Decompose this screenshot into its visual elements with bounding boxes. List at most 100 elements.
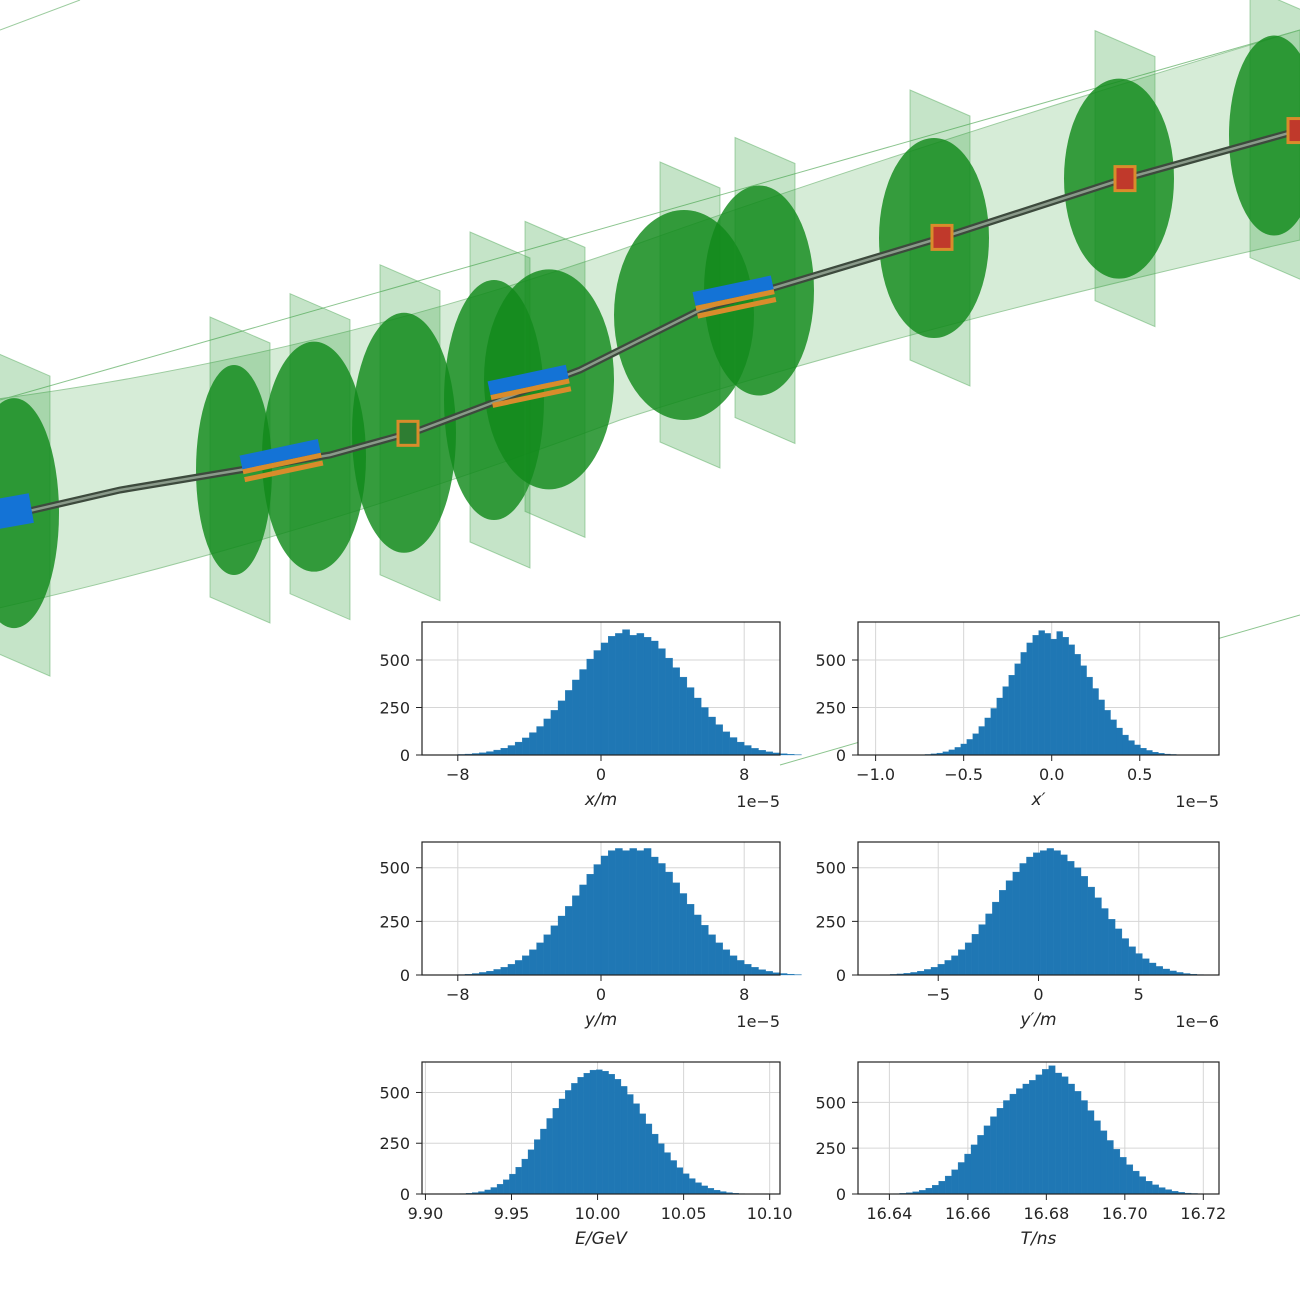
histogram-bar: [686, 904, 695, 976]
histogram-bar: [622, 629, 630, 756]
histogram-bar: [522, 737, 530, 756]
x-tick-label: −1.0: [856, 765, 895, 784]
x-axis-label: T/ns: [1021, 1229, 1057, 1249]
histogram-bar: [593, 864, 602, 976]
histogram-bar: [622, 850, 630, 976]
quadrupole-magnet: [487, 364, 569, 396]
histogram-bar: [1121, 938, 1129, 976]
histogram-bar: [1080, 665, 1087, 756]
histogram-bar: [579, 669, 587, 756]
histogram-bar: [701, 707, 709, 756]
histogram-bar: [536, 726, 544, 756]
histogram-bar: [1074, 1091, 1082, 1195]
histogram-bar: [1092, 688, 1099, 756]
x-axis-label: x′: [1031, 790, 1046, 810]
histogram-bar: [1012, 871, 1020, 976]
histogram-bar: [1042, 1069, 1049, 1195]
y-tick-label: 0: [400, 966, 410, 985]
histogram-bar: [970, 1144, 978, 1195]
histogram-bar: [529, 732, 537, 756]
histogram-bar: [708, 934, 716, 976]
histogram-bar: [960, 743, 967, 756]
histogram-bar: [971, 934, 979, 976]
histogram-bar: [596, 1069, 603, 1195]
histogram-bar: [650, 640, 659, 756]
histogram-bar: [627, 1094, 634, 1195]
axis-offset-label: 1e−5: [736, 1012, 780, 1031]
histogram-bar: [957, 1162, 965, 1195]
histogram-bar: [664, 1152, 671, 1195]
histogram-bar: [1048, 1065, 1056, 1195]
magnet-coil: [490, 378, 570, 401]
histogram-bar: [1050, 638, 1057, 756]
histogram-bar: [600, 642, 609, 756]
y-tick-label: 500: [379, 859, 410, 878]
x-tick-label: 0.0: [1039, 765, 1064, 784]
histogram-bar: [1139, 1176, 1146, 1195]
histogram-bar: [586, 658, 594, 756]
histogram-bar: [602, 1070, 609, 1195]
histogram-bar: [1119, 1157, 1127, 1195]
histogram-bar: [1005, 880, 1013, 976]
histogram-bar: [672, 882, 680, 976]
histogram-bar: [657, 1143, 665, 1195]
histogram-bar: [1152, 1184, 1159, 1195]
histogram-bar: [779, 973, 788, 976]
y-tick-label: 250: [815, 912, 846, 931]
histogram-bar: [583, 1073, 591, 1195]
histogram-bar: [608, 636, 616, 756]
histogram-bar: [1016, 1088, 1023, 1195]
histogram-bar: [527, 1149, 535, 1195]
histogram-bar: [944, 960, 952, 976]
x-tick-label: 0: [596, 985, 606, 1004]
histogram-bar: [579, 884, 587, 976]
histogram-bar: [493, 969, 501, 976]
histogram-bar: [932, 1185, 939, 1195]
histogram-bar: [1126, 1164, 1134, 1195]
corrector-magnet: [930, 223, 954, 251]
histogram-bar: [978, 924, 986, 976]
histogram-bar: [534, 1139, 541, 1195]
histogram-bar: [1122, 734, 1129, 756]
histogram-bar: [1142, 958, 1150, 976]
histogram-bar: [751, 748, 759, 756]
histogram-bar: [500, 748, 509, 756]
histogram-bar: [550, 710, 559, 756]
histogram-bar: [1104, 710, 1111, 756]
histogram-bar: [787, 973, 795, 976]
histogram-bar: [557, 700, 566, 756]
histogram-bar: [1086, 676, 1093, 756]
y-tick-label: 250: [379, 912, 410, 931]
histogram-bar: [1087, 1110, 1095, 1195]
histogram-bar: [996, 697, 1003, 756]
y-tick-label: 0: [400, 1185, 410, 1204]
histogram-bar: [645, 1123, 653, 1195]
histogram-bar: [1145, 1181, 1153, 1195]
histogram-bar: [954, 747, 961, 756]
x-axis-label: y′/m: [1019, 1010, 1056, 1030]
histogram-bar: [1080, 1100, 1088, 1195]
y-tick-label: 500: [815, 1093, 846, 1112]
histogram-bar: [650, 856, 659, 976]
histogram-bar: [1053, 850, 1061, 976]
histogram-bar: [1146, 750, 1153, 756]
histogram-panel: 9.90 9.95 10.00 10.05 10.10 0 250 500 E/GeV: [379, 1061, 793, 1249]
histogram-bar: [643, 637, 652, 756]
x-tick-label: 9.95: [494, 1204, 530, 1223]
axis-offset-label: 1e−6: [1175, 1012, 1219, 1031]
histogram-bar: [600, 855, 609, 976]
histogram-bar: [984, 717, 991, 756]
histogram-bar: [701, 1185, 708, 1195]
histogram-bar: [665, 871, 673, 976]
histogram-bar: [589, 1069, 597, 1195]
histogram-bar: [1094, 897, 1102, 976]
y-tick-label: 0: [836, 966, 846, 985]
x-axis-label: x/m: [584, 790, 617, 810]
magnets: [0, 117, 1300, 532]
histogram-bar: [983, 1125, 991, 1195]
histogram-bar: [514, 741, 523, 756]
histogram-bar: [608, 1074, 615, 1195]
histogram-bar: [1044, 633, 1051, 756]
histogram-bar: [1169, 970, 1177, 976]
